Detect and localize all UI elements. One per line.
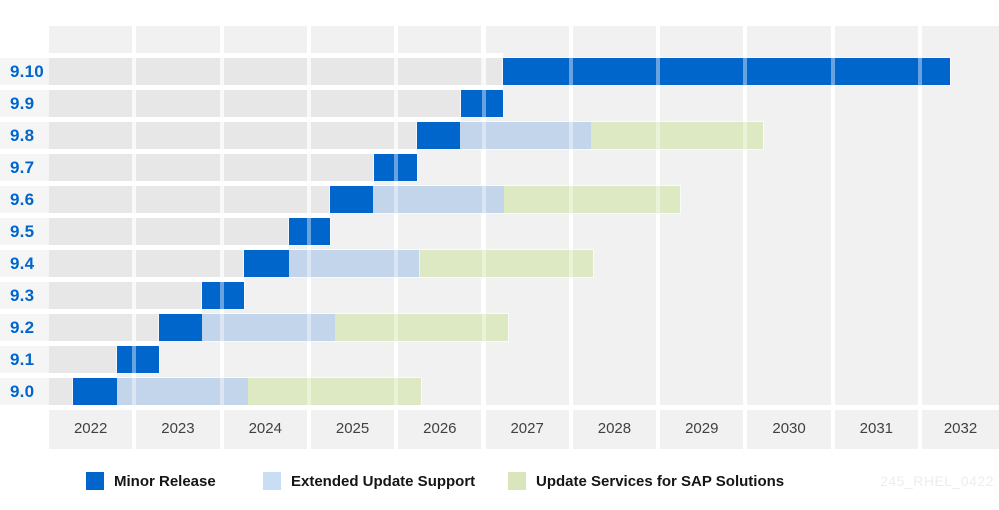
row-gap-below-9.6 [0,213,331,218]
row-track-9.0 [0,378,73,405]
bar-9.7 [374,154,417,181]
year-column-2028 [572,26,657,449]
legend-label-extended-update-support: Extended Update Support [291,472,476,490]
axis-tick-2024: 2024 [248,420,282,437]
legend-item-extended-update-support: Extended Update Support [263,472,475,490]
bar-9.6 [330,186,680,213]
row-label-9.7: 9.7 [10,157,35,177]
row-gap-below-9.7 [0,181,375,186]
row-track-9.9 [0,90,461,117]
plot-area [45,26,999,449]
bar-9.3 [202,282,245,309]
legend-label-minor-release: Minor Release [114,472,216,490]
bar-segment-9.6-sap [504,186,680,213]
bar-segment-9.0-eus [116,378,249,405]
row-label-9.0: 9.0 [10,381,35,401]
bar-segment-9.4-eus [288,250,420,277]
bar-segment-9.8-eus [459,122,592,149]
row-label-9.9: 9.9 [10,93,35,113]
row-gap-below-9.4 [0,277,245,282]
row-gap-below-9.10 [0,85,504,90]
bar-segment-9.4-minor [244,250,289,277]
bar-segment-9.9-minor [460,90,504,117]
axis-tick-2025: 2025 [335,420,370,437]
row-gap-top [0,53,504,58]
year-column-2029 [660,26,744,449]
year-column-2032 [922,26,999,449]
minor-release-swatch-icon [86,472,104,490]
axis-tick-2029: 2029 [685,420,719,437]
row-label-9.6: 9.6 [10,189,35,209]
row-label-9.1: 9.1 [10,349,35,369]
legend: Minor Release Extended Update Support Up… [0,472,999,498]
legend-label-update-services-sap: Update Services for SAP Solutions [536,472,785,490]
row-gap-below-9.2 [0,341,160,346]
row-gap-below-9.3 [0,309,203,314]
bar-segment-9.6-eus [373,186,505,213]
row-label-9.10: 9.10 [10,61,44,81]
document-code-watermark: 245_RHEL_0422 [880,473,994,489]
axis-tick-2030: 2030 [772,420,806,437]
bar-segment-9.2-sap [334,314,508,341]
bar-segment-9.0-minor [72,378,117,405]
row-label-9.2: 9.2 [10,317,35,337]
bar-9.8 [416,122,764,149]
bar-segment-9.2-eus [202,314,335,341]
row-gap-below-9.9 [0,117,461,122]
row-gap-below-9.8 [0,149,417,154]
bar-segment-9.3-minor [202,282,245,309]
row-label-9.5: 9.5 [10,221,35,241]
axis-tick-2031: 2031 [859,420,894,437]
bar-segment-9.0-sap [248,378,422,405]
axis-tick-2026: 2026 [423,420,457,437]
row-track-9.6 [0,186,331,213]
bar-9.5 [288,218,331,245]
row-track-9.3 [0,282,203,309]
bar-9.2 [159,314,508,341]
axis-tick-2028: 2028 [597,420,632,437]
year-column-2031 [834,26,918,449]
row-label-9.4: 9.4 [10,253,35,273]
extended-update-support-swatch-icon [263,472,281,490]
row-label-9.3: 9.3 [10,285,35,305]
row-track-9.1 [0,346,117,373]
bar-segment-9.2-minor [159,314,203,341]
bar-9.1 [116,346,160,373]
row-track-9.4 [0,250,245,277]
row-track-9.7 [0,154,375,181]
bar-segment-9.8-sap [591,122,764,149]
year-column-2030 [747,26,831,449]
axis-tick-2022: 2022 [73,420,108,437]
axis-tick-2023: 2023 [161,420,195,437]
update-services-sap-swatch-icon [508,472,526,490]
bar-segment-9.5-minor [288,218,331,245]
bar-segment-9.1-minor [116,346,160,373]
bar-segment-9.10-minor [503,58,951,85]
axis-separator [0,405,999,410]
row-track-9.10 [0,58,504,85]
bar-segment-9.8-minor [416,122,460,149]
row-track-9.5 [0,218,289,245]
bar-segment-9.4-sap [419,250,594,277]
axis-tick-2027: 2027 [510,420,544,437]
row-track-9.8 [0,122,417,149]
row-label-9.8: 9.8 [10,125,35,145]
bar-9.10 [503,58,951,85]
legend-item-update-services-sap: Update Services for SAP Solutions [508,472,784,490]
bar-segment-9.7-minor [374,154,417,181]
bar-9.0 [72,378,422,405]
row-track-9.2 [0,314,160,341]
axis-tick-2032: 2032 [943,420,978,437]
bar-9.9 [460,90,504,117]
row-gap-below-9.1 [0,373,117,378]
row-gap-below-9.5 [0,245,289,250]
legend-item-minor-release: Minor Release [86,472,216,490]
bar-9.4 [244,250,594,277]
bar-segment-9.6-minor [330,186,374,213]
